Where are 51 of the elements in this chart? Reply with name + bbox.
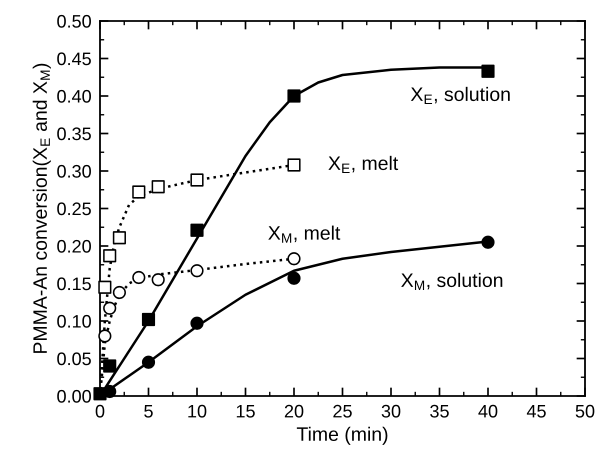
y-tick-label: 0.05 bbox=[57, 352, 91, 366]
series-label: X$_{E}$, melt bbox=[328, 156, 398, 174]
y-tick-label: 0.45 bbox=[57, 52, 91, 66]
y-tick-label: 0.15 bbox=[57, 277, 91, 290]
y-tick-label: 0.00 bbox=[57, 390, 91, 403]
y-tick-label: 0.30 bbox=[57, 164, 91, 178]
point bbox=[152, 273, 165, 286]
x-axis-title: Time (min) bbox=[296, 426, 388, 445]
y-tick-label: 0.50 bbox=[57, 14, 91, 28]
y-tick-label: 0.40 bbox=[57, 90, 91, 103]
y-tick-label: 0.35 bbox=[57, 127, 91, 140]
x-tick-label: 40 bbox=[478, 404, 498, 418]
x-tick-label: 50 bbox=[576, 404, 594, 418]
point bbox=[98, 329, 112, 343]
x-tick-label: 45 bbox=[526, 404, 546, 418]
point bbox=[287, 89, 301, 103]
x-tick-label: 30 bbox=[382, 404, 400, 418]
y-tick-label: 0.25 bbox=[57, 202, 91, 216]
y-tick-label: 0.10 bbox=[57, 314, 91, 328]
point bbox=[190, 224, 204, 237]
point bbox=[132, 185, 146, 199]
point bbox=[142, 356, 156, 369]
series-label: X$_{E}$, solution bbox=[410, 86, 510, 104]
point bbox=[287, 272, 301, 285]
point bbox=[112, 286, 126, 300]
point bbox=[287, 252, 301, 266]
x-tick-label: 25 bbox=[333, 404, 352, 418]
point bbox=[190, 316, 204, 330]
point bbox=[103, 302, 116, 315]
series-label: X$_{M}$, melt bbox=[268, 226, 340, 243]
point bbox=[152, 180, 165, 194]
point bbox=[481, 236, 495, 249]
point bbox=[132, 270, 146, 284]
point bbox=[103, 359, 116, 373]
point bbox=[142, 312, 156, 326]
point bbox=[481, 64, 495, 78]
point bbox=[103, 249, 116, 262]
point bbox=[287, 158, 301, 172]
x-tick-label: 5 bbox=[144, 404, 153, 418]
point bbox=[112, 231, 126, 244]
x-tick-label: 35 bbox=[430, 404, 449, 418]
y-axis-title: PMMA-An conversion(X$_{E}$ and X$_{M}$) bbox=[32, 64, 51, 353]
point bbox=[190, 173, 204, 187]
series-label: X$_{M}$, solution bbox=[401, 272, 502, 290]
x-tick-label: 20 bbox=[284, 404, 304, 418]
x-tick-label: 0 bbox=[96, 404, 104, 418]
point bbox=[190, 264, 204, 278]
y-tick-label: 0.20 bbox=[57, 240, 91, 253]
point bbox=[98, 280, 112, 294]
x-tick-label: 15 bbox=[236, 404, 255, 418]
x-tick-label: 10 bbox=[188, 404, 206, 418]
